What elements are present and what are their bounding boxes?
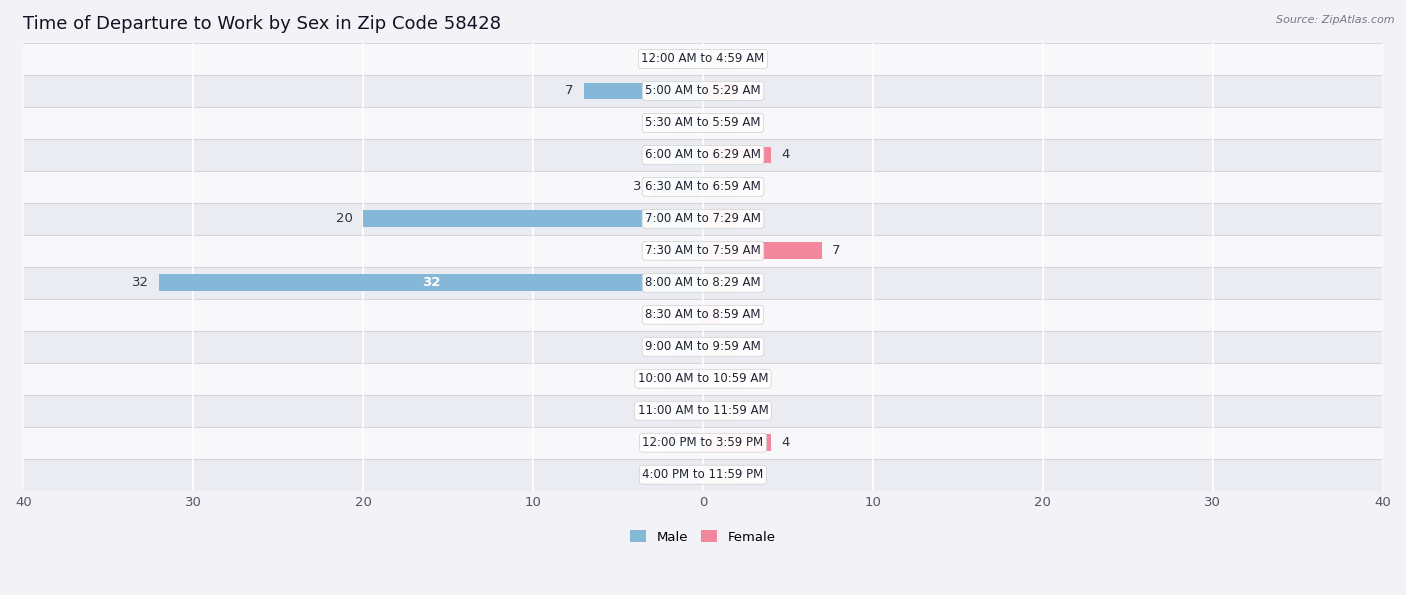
Text: 0: 0 <box>747 404 755 417</box>
Text: 32: 32 <box>422 276 440 289</box>
Text: 2: 2 <box>747 212 755 226</box>
Bar <box>24 139 1382 171</box>
Bar <box>24 203 1382 235</box>
Bar <box>24 267 1382 299</box>
Bar <box>652 178 703 195</box>
Bar <box>703 339 737 355</box>
Text: 0: 0 <box>651 468 659 481</box>
Bar <box>669 371 703 387</box>
Bar <box>703 371 737 387</box>
Bar <box>669 339 703 355</box>
Bar <box>669 51 703 67</box>
Bar <box>24 171 1382 203</box>
Bar <box>703 51 737 67</box>
Bar <box>24 459 1382 491</box>
Text: 3: 3 <box>633 180 641 193</box>
Bar <box>703 114 737 131</box>
Bar <box>669 114 703 131</box>
Bar <box>24 43 1382 75</box>
Text: 0: 0 <box>747 468 755 481</box>
Text: 0: 0 <box>747 340 755 353</box>
Bar <box>24 299 1382 331</box>
Text: 0: 0 <box>747 276 755 289</box>
Bar <box>159 274 703 291</box>
Text: 6:00 AM to 6:29 AM: 6:00 AM to 6:29 AM <box>645 148 761 161</box>
Bar <box>669 306 703 323</box>
Text: 6:30 AM to 6:59 AM: 6:30 AM to 6:59 AM <box>645 180 761 193</box>
Bar <box>703 434 770 451</box>
Bar <box>669 466 703 483</box>
Bar <box>24 75 1382 107</box>
Text: 7: 7 <box>565 84 574 98</box>
Bar <box>703 83 737 99</box>
Text: 7:00 AM to 7:29 AM: 7:00 AM to 7:29 AM <box>645 212 761 226</box>
Text: 0: 0 <box>747 52 755 65</box>
Bar <box>703 243 823 259</box>
Bar <box>703 274 737 291</box>
Text: 4:00 PM to 11:59 PM: 4:00 PM to 11:59 PM <box>643 468 763 481</box>
Text: 2: 2 <box>651 148 659 161</box>
Text: 2: 2 <box>747 84 755 98</box>
Text: 8:00 AM to 8:29 AM: 8:00 AM to 8:29 AM <box>645 276 761 289</box>
Text: 12:00 PM to 3:59 PM: 12:00 PM to 3:59 PM <box>643 436 763 449</box>
Bar <box>703 146 770 163</box>
Text: 4: 4 <box>782 148 790 161</box>
Bar <box>24 235 1382 267</box>
Text: 11:00 AM to 11:59 AM: 11:00 AM to 11:59 AM <box>638 404 768 417</box>
Text: 0: 0 <box>651 436 659 449</box>
Text: 1: 1 <box>730 308 738 321</box>
Text: 8:30 AM to 8:59 AM: 8:30 AM to 8:59 AM <box>645 308 761 321</box>
Bar <box>669 434 703 451</box>
Text: 0: 0 <box>651 52 659 65</box>
Bar <box>703 211 737 227</box>
Text: 32: 32 <box>132 276 149 289</box>
Text: 2: 2 <box>651 245 659 257</box>
Text: 0: 0 <box>651 117 659 129</box>
Bar <box>669 146 703 163</box>
Bar <box>24 363 1382 394</box>
Text: 0: 0 <box>747 117 755 129</box>
Text: 0: 0 <box>651 372 659 385</box>
Bar <box>363 211 703 227</box>
Bar <box>669 402 703 419</box>
Text: 0: 0 <box>651 404 659 417</box>
Bar <box>24 394 1382 427</box>
Text: 9:00 AM to 9:59 AM: 9:00 AM to 9:59 AM <box>645 340 761 353</box>
Bar <box>703 306 720 323</box>
Bar <box>24 427 1382 459</box>
Text: 5:00 AM to 5:29 AM: 5:00 AM to 5:29 AM <box>645 84 761 98</box>
Bar <box>669 243 703 259</box>
Bar <box>583 83 703 99</box>
Text: 20: 20 <box>336 212 353 226</box>
Text: 0: 0 <box>747 180 755 193</box>
Text: Time of Departure to Work by Sex in Zip Code 58428: Time of Departure to Work by Sex in Zip … <box>24 15 502 33</box>
Text: 5:30 AM to 5:59 AM: 5:30 AM to 5:59 AM <box>645 117 761 129</box>
Bar <box>703 466 737 483</box>
Text: 10:00 AM to 10:59 AM: 10:00 AM to 10:59 AM <box>638 372 768 385</box>
Text: 4: 4 <box>782 436 790 449</box>
Text: 7:30 AM to 7:59 AM: 7:30 AM to 7:59 AM <box>645 245 761 257</box>
Bar <box>703 178 737 195</box>
Text: 12:00 AM to 4:59 AM: 12:00 AM to 4:59 AM <box>641 52 765 65</box>
Bar <box>24 107 1382 139</box>
Bar <box>24 331 1382 363</box>
Text: 0: 0 <box>651 340 659 353</box>
Text: 0: 0 <box>651 308 659 321</box>
Text: 7: 7 <box>832 245 841 257</box>
Legend: Male, Female: Male, Female <box>626 525 780 549</box>
Text: Source: ZipAtlas.com: Source: ZipAtlas.com <box>1277 15 1395 25</box>
Text: 0: 0 <box>747 372 755 385</box>
Bar <box>703 402 737 419</box>
